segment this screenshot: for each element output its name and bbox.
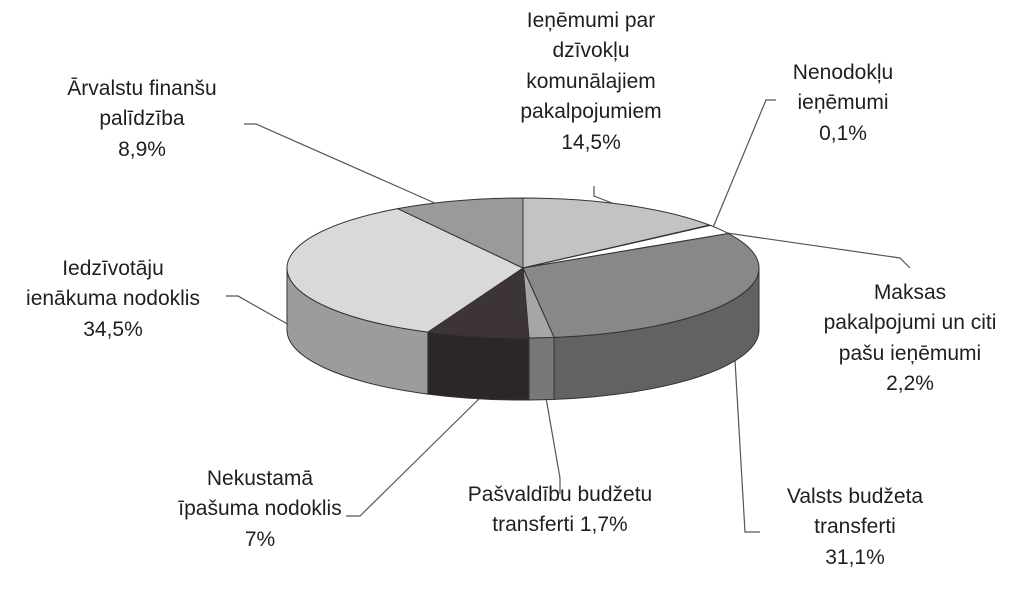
leader-line-nenodoklu [711,99,776,231]
label-line: pakalpojumi un citi [823,311,997,335]
slice-arvalstu-finansu [396,197,524,269]
label-line: dzīvokļu [552,39,630,63]
label-line: Nekustamā [206,467,314,490]
pie-sides [286,267,760,401]
leader-line-pasvaldibu-budzetu [544,391,561,494]
slice-ienemumi-par [522,197,712,269]
slice-label-income-tax: Iedzīvotāju ienākuma nodoklis 34,5% [2,254,224,345]
label-line: palīdzība [99,107,185,131]
label-line: īpašuma nodoklis [178,497,342,521]
label-value: 0,1% [819,121,867,145]
slice-side-pasvaldibu-budzetu [528,336,555,401]
leader-lines [226,99,911,533]
label-value: 31,1% [825,545,885,569]
slice-label-paid-services: Maksas pakalpojumi un citi pašu ieņēmumi… [800,278,1020,400]
slice-label-property-tax: Nekustamā īpašuma nodoklis 7% [160,464,360,555]
slice-label-foreign-aid: Ārvalstu finanšu palīdzība 8,9% [42,74,242,165]
label-value: 2,2% [886,372,934,396]
label-line: Nenodokļu [792,61,894,84]
slice-label-state-budget-transfers: Valsts budžeta transferti 31,1% [755,482,955,573]
label-line: komunālajiem [526,69,656,93]
slice-label-municipal-transfers: Pašvaldību budžetu transferti 1,7% [430,480,690,541]
slice-valsts-budzeta [522,232,760,338]
leader-line-nekustama [346,391,487,517]
label-value: 7% [244,527,276,551]
label-line: ienākuma nodoklis [26,287,200,311]
slice-iedzivotaju [286,208,525,333]
label-line: pakalpojumiem [520,100,662,124]
label-line: Pašvaldību budžetu [467,483,653,506]
label-line: ieņēmumi [797,91,889,115]
slice-nekustama [426,267,530,339]
leader-line-arvalstu-finansu [244,123,447,209]
label-line: Ieņēmumi par [526,9,656,32]
label-line: Iedzīvotāju [62,257,164,280]
slice-side-nekustama [427,331,530,401]
label-line: Ārvalstu finanšu [67,77,217,100]
label-line: Valsts budžeta [786,485,924,508]
leader-line-maksas [719,231,911,269]
label-value: 34,5% [83,317,143,341]
label-line: Maksas [873,281,947,304]
label-line: transferti 1,7% [492,513,628,537]
slice-label-utility-revenue: Ieņēmumi par dzīvokļu komunālajiem pakal… [480,6,702,158]
pie-tops [286,197,760,339]
label-line: pašu ieņēmumi [838,341,982,365]
label-line: transferti [814,515,896,539]
leader-line-iedzivotaju [226,295,299,331]
slice-label-non-tax-revenue: Nenodokļu ieņēmumi 0,1% [758,58,928,149]
label-value: 8,9% [118,137,166,161]
leader-line-valsts-budzeta [734,359,760,533]
label-value: 14,5% [561,130,621,154]
